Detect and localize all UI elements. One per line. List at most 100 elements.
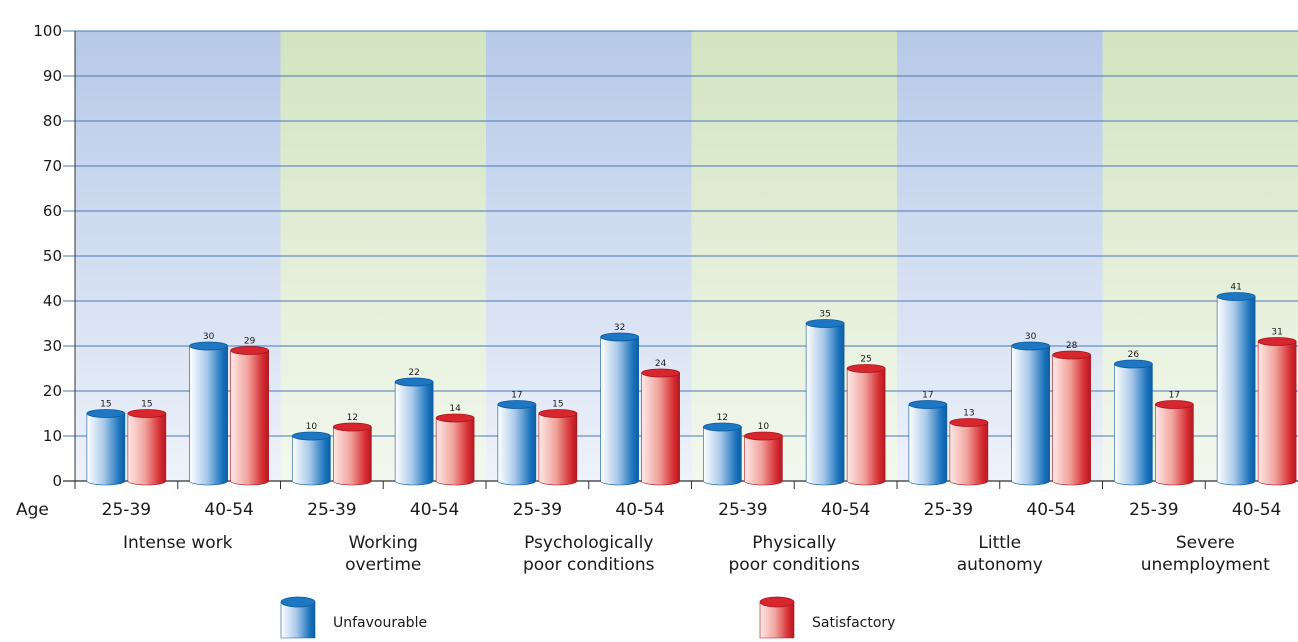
- bar-unfavourable-5: 32: [600, 323, 640, 486]
- data-label: 12: [347, 413, 358, 423]
- bar-unfavourable-3: 22: [394, 368, 434, 486]
- bar-cap: [600, 332, 640, 342]
- bar-cap: [189, 341, 229, 351]
- bar-satisfactory-3: 14: [435, 404, 475, 486]
- bar-body: [127, 413, 167, 486]
- bar-body: [846, 368, 886, 486]
- bar-body: [292, 435, 331, 486]
- bar-unfavourable-4: 17: [497, 391, 537, 486]
- bar-cap: [1257, 337, 1297, 346]
- data-label: 30: [1025, 332, 1037, 342]
- bar-body: [1216, 296, 1256, 486]
- bar-body: [1052, 354, 1091, 486]
- data-label: 12: [717, 413, 728, 423]
- y-tick-label: 10: [43, 427, 62, 445]
- y-tick-label: 50: [43, 247, 62, 265]
- bar-cap: [332, 422, 372, 432]
- x-category-label: 25-39: [513, 500, 562, 520]
- legend-swatch-body: [280, 601, 316, 639]
- bar-cap: [86, 409, 126, 418]
- group-label: Intense work: [123, 533, 233, 553]
- bar-cap: [702, 422, 742, 432]
- bar-body: [1114, 363, 1153, 486]
- data-label: 15: [100, 400, 111, 410]
- bars: 15 15 30 29 10 12 22 14 17 15 32 24 12 10 35 25 17 13 30 28…: [86, 283, 1297, 486]
- bar-cap: [805, 319, 845, 328]
- bar-satisfactory-0: 15: [127, 400, 167, 486]
- y-axis: 0 10 20 30 40 50 60 70 80 90 100: [33, 22, 1298, 490]
- y-tick-label: 0: [52, 472, 62, 490]
- data-label: 15: [141, 400, 152, 410]
- bar-cap: [1011, 341, 1051, 351]
- bar-satisfactory-10: 17: [1154, 391, 1194, 486]
- bar-body: [230, 350, 269, 486]
- x-category-label: 40-54: [204, 500, 253, 520]
- y-tick-label: 100: [33, 22, 62, 40]
- bar-body: [497, 404, 537, 486]
- y-tick-label: 40: [43, 292, 62, 310]
- bar-body: [703, 426, 742, 486]
- x-category-label: 25-39: [1129, 500, 1178, 520]
- group-label: Working: [349, 533, 418, 553]
- bar-unfavourable-6: 12: [702, 413, 742, 486]
- bar-cap: [291, 431, 331, 441]
- x-category-label: 40-54: [1232, 500, 1281, 520]
- bar-body: [744, 435, 783, 486]
- group-label: Physically: [752, 533, 836, 553]
- bar-cap: [846, 364, 886, 373]
- bar-cap: [1216, 292, 1256, 301]
- bar-body: [1155, 404, 1194, 486]
- data-label: 10: [306, 422, 318, 432]
- bar-satisfactory-8: 13: [949, 409, 989, 486]
- bar-satisfactory-9: 28: [1052, 341, 1092, 486]
- bar-unfavourable-11: 41: [1216, 283, 1256, 486]
- legend-label: Satisfactory: [812, 615, 895, 631]
- bar-cap: [949, 418, 989, 427]
- x-category-label: 40-54: [615, 500, 664, 520]
- bar-cap: [1113, 359, 1153, 369]
- bar-body: [1257, 341, 1297, 486]
- group-label: Psychologically: [524, 533, 653, 553]
- bar-cap: [435, 413, 475, 423]
- x-category-label: 40-54: [410, 500, 459, 520]
- bar-satisfactory-5: 24: [641, 359, 681, 486]
- bar-body: [600, 336, 639, 486]
- group-label: unemployment: [1141, 555, 1270, 575]
- data-label: 29: [244, 337, 256, 347]
- x-category-label: 25-39: [307, 500, 356, 520]
- x-category-label: 40-54: [1026, 500, 1075, 520]
- bar-cap: [1154, 400, 1194, 409]
- bar-body: [949, 422, 989, 486]
- legend-swatch-body: [759, 601, 795, 639]
- data-label: 41: [1230, 283, 1241, 293]
- bar-satisfactory-2: 12: [332, 413, 372, 486]
- data-label: 22: [408, 368, 419, 378]
- data-label: 17: [922, 391, 933, 401]
- legend-swatch-cap: [759, 596, 795, 608]
- bar-cap: [497, 400, 537, 409]
- bar-body: [1011, 345, 1050, 486]
- bar-unfavourable-2: 10: [291, 422, 331, 486]
- x-category-label: 25-39: [102, 500, 151, 520]
- legend: Unfavourable Satisfactory: [280, 596, 895, 639]
- legend-swatch-cap: [280, 596, 316, 608]
- x-category-label: 25-39: [924, 500, 973, 520]
- group-label: autonomy: [957, 555, 1043, 575]
- bar-body: [908, 404, 948, 486]
- data-label: 17: [1169, 391, 1180, 401]
- group-label: overtime: [345, 555, 421, 575]
- y-tick-label: 20: [43, 382, 62, 400]
- bar-body: [435, 417, 475, 486]
- group-label: Severe: [1176, 533, 1235, 553]
- x-category-label: 25-39: [718, 500, 767, 520]
- bar-body: [538, 413, 578, 486]
- group-label: poor conditions: [729, 555, 861, 575]
- data-label: 26: [1128, 350, 1140, 360]
- data-label: 32: [614, 323, 625, 333]
- legend-label: Unfavourable: [333, 615, 427, 631]
- age-axis-label: Age: [16, 500, 49, 520]
- data-label: 35: [819, 310, 830, 320]
- bar-body: [641, 372, 680, 486]
- data-label: 31: [1271, 328, 1282, 338]
